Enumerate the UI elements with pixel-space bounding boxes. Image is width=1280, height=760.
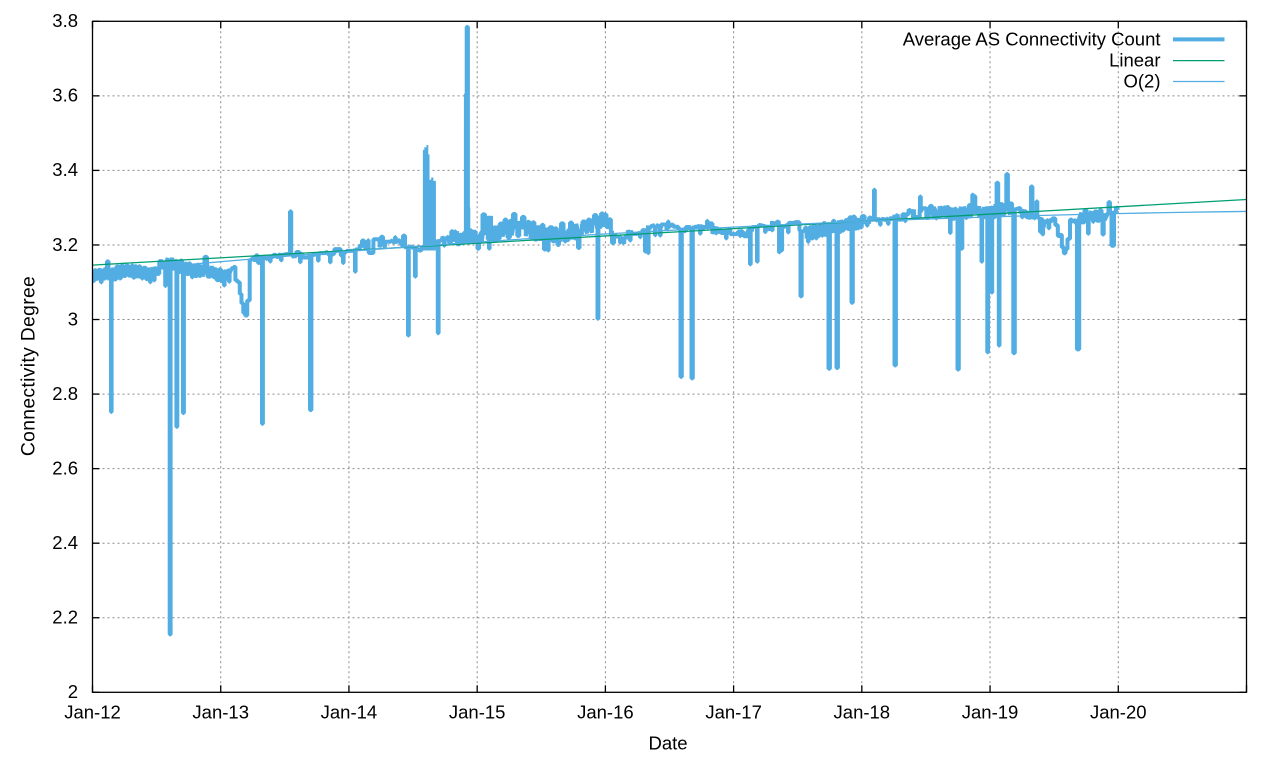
svg-text:Jan-18: Jan-18 [834, 702, 891, 723]
svg-text:2.8: 2.8 [52, 383, 78, 404]
svg-text:3.2: 3.2 [52, 234, 78, 255]
svg-text:Connectivity Degree: Connectivity Degree [19, 276, 40, 456]
svg-text:3.8: 3.8 [52, 10, 78, 31]
svg-text:Jan-13: Jan-13 [192, 702, 249, 723]
svg-text:Average AS Connectivity Count: Average AS Connectivity Count [903, 28, 1161, 49]
svg-text:Jan-14: Jan-14 [321, 702, 378, 723]
svg-text:3.4: 3.4 [52, 159, 78, 180]
svg-text:O(2): O(2) [1124, 70, 1161, 91]
svg-text:3.6: 3.6 [52, 85, 78, 106]
svg-text:2.2: 2.2 [52, 607, 78, 628]
svg-text:2: 2 [68, 681, 78, 702]
svg-text:2.6: 2.6 [52, 457, 78, 478]
svg-text:Jan-17: Jan-17 [705, 702, 762, 723]
svg-text:Linear: Linear [1109, 49, 1160, 70]
svg-text:Jan-15: Jan-15 [449, 702, 506, 723]
svg-text:Date: Date [648, 732, 687, 753]
svg-text:2.4: 2.4 [52, 532, 78, 553]
svg-text:Jan-20: Jan-20 [1090, 702, 1147, 723]
svg-text:Jan-19: Jan-19 [962, 702, 1019, 723]
svg-text:Jan-16: Jan-16 [577, 702, 634, 723]
svg-text:Jan-12: Jan-12 [64, 702, 121, 723]
svg-text:3: 3 [68, 308, 78, 329]
